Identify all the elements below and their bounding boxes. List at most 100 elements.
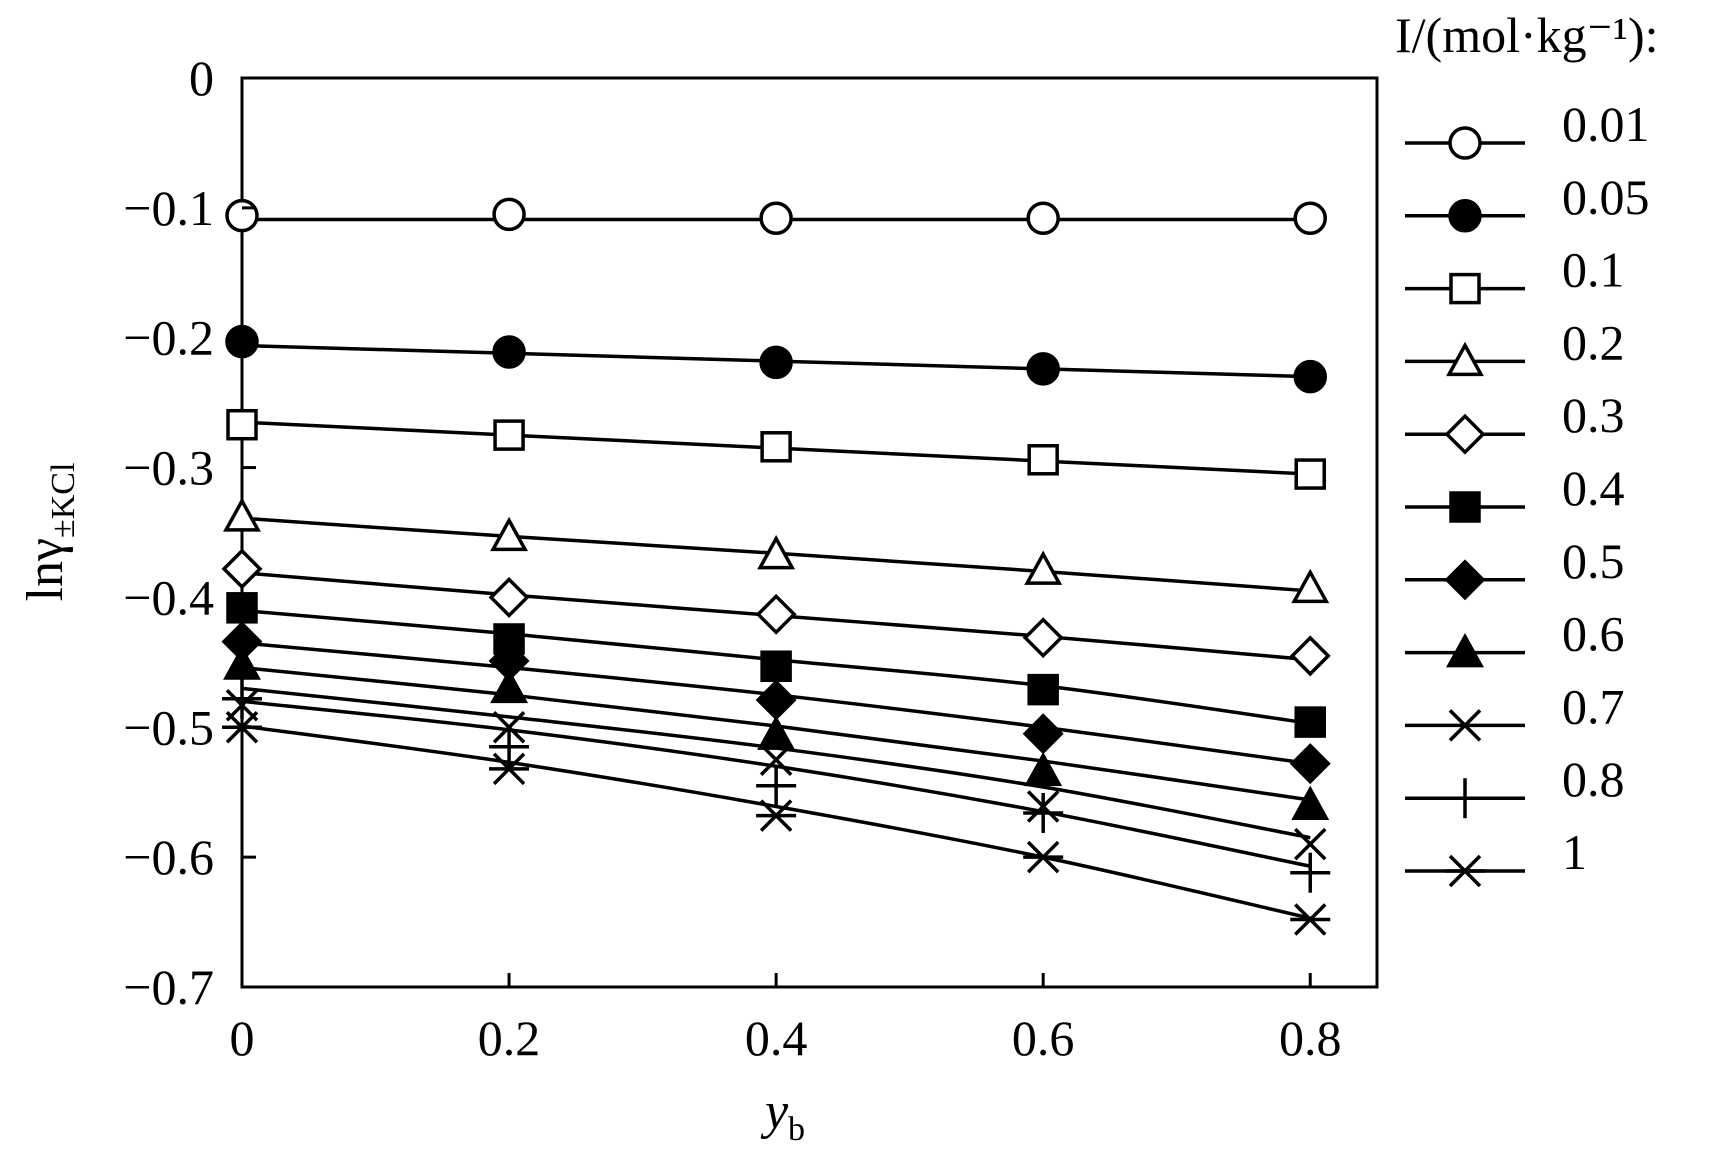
legend-item: 0.6 <box>1405 606 1625 668</box>
legend-label: 0.05 <box>1562 169 1650 225</box>
series-0.5 <box>221 621 1331 785</box>
data-point <box>492 335 526 369</box>
legend-marker <box>1449 491 1481 523</box>
legend-label: 0.8 <box>1562 751 1625 807</box>
legend-label: 1 <box>1562 824 1587 880</box>
x-tick-label: 0.6 <box>1012 1010 1075 1066</box>
legend-label: 0.5 <box>1562 533 1625 589</box>
legend-marker <box>1448 199 1482 233</box>
data-point <box>226 408 258 441</box>
x-tick-label: 0.4 <box>745 1010 808 1066</box>
data-point <box>490 516 529 552</box>
data-point <box>760 431 792 463</box>
data-point <box>1290 903 1331 936</box>
legend: 0.01 0.05 0.1 0.2 0.3 0.4 0.5 0.6 0.7 0.8 1 <box>1405 96 1650 888</box>
legend-marker <box>1446 632 1484 668</box>
data-point <box>756 799 797 832</box>
series-0.6 <box>223 645 1330 820</box>
y-tick-label: −0.3 <box>123 440 214 496</box>
data-point <box>223 497 261 532</box>
legend-label: 0.6 <box>1562 606 1625 662</box>
data-point <box>1294 458 1326 490</box>
data-point <box>1022 713 1064 755</box>
x-tick-label: 0.2 <box>478 1010 541 1066</box>
legend-item: 0.8 <box>1405 751 1625 819</box>
series-0.1 <box>226 408 1326 490</box>
data-point <box>1022 617 1064 659</box>
legend-marker <box>1449 272 1481 305</box>
y-tick-label: −0.1 <box>123 180 214 236</box>
x-tick-label: 0.8 <box>1279 1010 1342 1066</box>
data-point <box>1027 444 1059 476</box>
data-point <box>1026 201 1060 235</box>
legend-item: 0.3 <box>1405 387 1625 455</box>
data-point <box>759 201 793 235</box>
legend-marker <box>1448 709 1482 742</box>
data-point <box>760 650 792 683</box>
plot-frame <box>240 76 1379 989</box>
legend-marker <box>1444 413 1486 455</box>
data-point <box>221 548 263 590</box>
y-tick-label: −0.6 <box>123 829 214 885</box>
data-point <box>488 576 530 618</box>
x-axis-title: yb <box>760 1083 805 1148</box>
data-point <box>756 765 797 806</box>
legend-item: 0.2 <box>1405 314 1625 377</box>
legend-label: 0.4 <box>1562 460 1625 516</box>
data-point <box>755 679 797 721</box>
data-point <box>1026 352 1060 386</box>
series-0.01 <box>225 197 1327 235</box>
data-point <box>1293 827 1327 861</box>
y-tick-label: −0.5 <box>123 699 214 755</box>
legend-item: 0.5 <box>1405 533 1625 601</box>
y-tick-label: −0.7 <box>123 959 214 1015</box>
data-point <box>1291 785 1330 820</box>
data-point <box>225 324 259 359</box>
legend-marker <box>1446 341 1484 377</box>
legend-item: 0.05 <box>1405 169 1650 233</box>
legend-marker <box>1445 778 1485 819</box>
x-tick-label: 0 <box>230 1010 255 1066</box>
data-point <box>490 668 529 704</box>
series-0.8 <box>222 678 1331 893</box>
data-point <box>1294 706 1326 738</box>
legend-marker <box>1444 559 1486 601</box>
data-point <box>1024 550 1063 585</box>
data-point <box>1291 568 1330 604</box>
plot-area <box>221 197 1331 936</box>
data-point <box>1293 201 1327 235</box>
data-point <box>1023 840 1064 874</box>
data-point <box>223 645 261 680</box>
data-point <box>489 726 530 767</box>
legend-label: 0.1 <box>1562 242 1625 298</box>
legend-label: 0.3 <box>1562 387 1625 443</box>
y-tick-label: −0.2 <box>123 310 214 366</box>
data-point <box>1289 635 1331 677</box>
series-line <box>241 724 1311 920</box>
data-point <box>1024 751 1063 787</box>
data-point <box>1293 359 1327 394</box>
legend-marker <box>1445 854 1485 888</box>
legend-marker <box>1448 126 1482 160</box>
y-axis-title: lnγ±KCl <box>17 463 82 602</box>
legend-item: 1 <box>1405 824 1587 888</box>
data-point <box>493 419 525 451</box>
y-tick-label: 0 <box>189 50 214 106</box>
data-point <box>492 197 526 232</box>
data-point <box>222 678 262 719</box>
series-0.3 <box>221 548 1331 677</box>
data-point <box>1289 743 1331 785</box>
data-point <box>759 345 793 380</box>
legend-item: 0.4 <box>1405 460 1625 523</box>
legend-label: 0.2 <box>1562 314 1625 370</box>
legend-item: 0.1 <box>1405 242 1625 305</box>
data-point <box>759 743 793 776</box>
data-point <box>1023 792 1064 833</box>
data-point <box>1290 852 1331 893</box>
series-1 <box>222 711 1331 936</box>
series-0.05 <box>225 324 1327 394</box>
data-point <box>1027 673 1059 706</box>
axes: 0 −0.1 −0.2 −0.3 −0.4 −0.5 −0.6 −0.7 0 0.2 0.4 0.6 0… <box>123 50 1341 1066</box>
legend-title: I/(mol·kg⁻¹): <box>1395 7 1659 63</box>
